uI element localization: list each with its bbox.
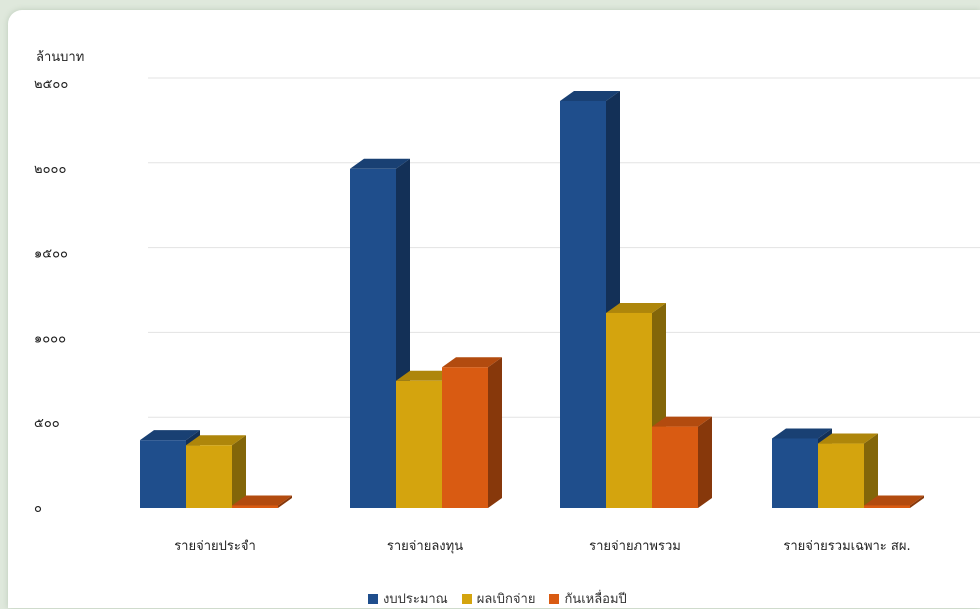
bar-top xyxy=(606,302,666,313)
bar-top xyxy=(232,495,292,506)
legend-label-budget: งบประมาณ xyxy=(383,592,448,607)
bar-top xyxy=(864,495,924,506)
bar-top xyxy=(818,433,878,444)
bar xyxy=(818,443,864,508)
y-tick-label: ๕๐๐ xyxy=(34,416,60,431)
bar-top xyxy=(186,435,246,446)
y-tick-label: ๑๐๐๐ xyxy=(34,331,66,346)
bar-side xyxy=(698,416,712,508)
bar-top xyxy=(442,357,502,368)
legend-item-disbursed: ผลเบิกจ่าย xyxy=(461,588,536,609)
bar-side xyxy=(488,357,502,508)
bar xyxy=(772,438,818,508)
bar-side xyxy=(232,435,246,508)
legend-item-carryover: กันเหลื่อมปี xyxy=(549,588,627,609)
chart-frame: ๐ ๕๐๐ ๑๐๐๐ ๑๕๐๐ ๒๐๐๐ ๒๕๐๐รายจ่ายประจำ รายจ่ายล… xyxy=(8,10,980,608)
legend-label-disbursed: ผลเบิกจ่าย xyxy=(476,592,536,607)
legend-swatch-disbursed xyxy=(461,593,472,604)
bar-side xyxy=(864,433,878,508)
bar-side xyxy=(910,495,924,508)
y-axis-unit-label: ล้านบาท xyxy=(36,50,85,65)
y-tick-label: ๑๕๐๐ xyxy=(34,247,68,262)
y-tick-label: ๐ xyxy=(34,501,42,516)
bar-top xyxy=(652,416,712,427)
legend-swatch-budget xyxy=(368,593,378,604)
y-tick-label: ๒๕๐๐ xyxy=(34,77,68,92)
category-label: รายจ่ายประจำ xyxy=(174,539,256,554)
bar xyxy=(606,312,652,508)
bar xyxy=(442,367,488,508)
bar-top xyxy=(396,370,456,381)
bar xyxy=(396,380,442,508)
legend: งบประมาณ ผลเบิกจ่าย กันเหลื่อมปี xyxy=(368,588,627,609)
category-label: รายจ่ายลงทุน xyxy=(387,539,463,554)
bar-top xyxy=(772,428,832,439)
category-label: รายจ่ายรวมเฉพาะ สผ. xyxy=(783,539,910,554)
bar xyxy=(140,440,186,508)
bar-side xyxy=(278,495,292,508)
legend-swatch-carryover xyxy=(549,593,560,604)
bar xyxy=(186,445,232,508)
bar-top xyxy=(140,430,200,441)
bar xyxy=(232,505,278,508)
category-label: รายจ่ายภาพรวม xyxy=(589,539,681,554)
legend-label-carryover: กันเหลื่อมปี xyxy=(564,592,627,607)
bar-top xyxy=(560,90,620,101)
bar xyxy=(560,100,606,509)
bar xyxy=(350,168,396,509)
bar xyxy=(652,426,698,508)
bar xyxy=(864,505,910,508)
y-tick-label: ๒๐๐๐ xyxy=(34,162,66,177)
bar-top xyxy=(350,158,410,169)
legend-item-budget: งบประมาณ xyxy=(368,588,448,609)
